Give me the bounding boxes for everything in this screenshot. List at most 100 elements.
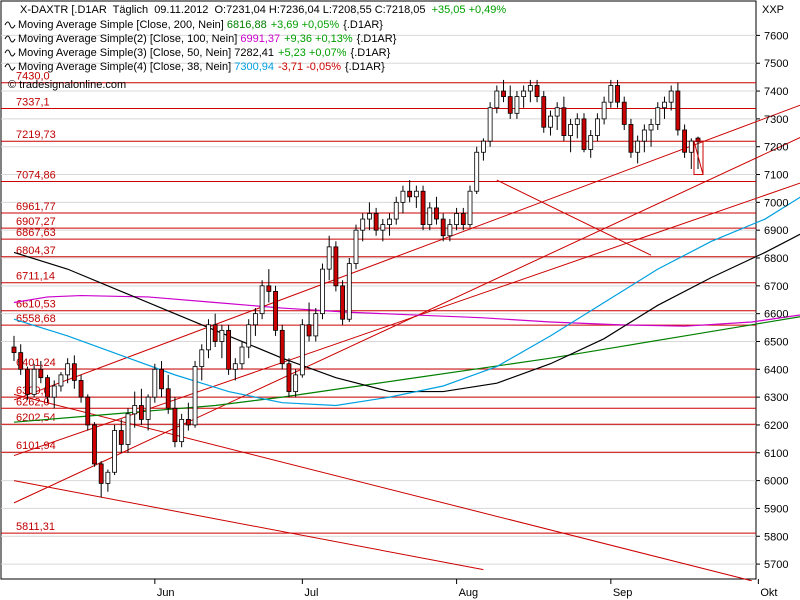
candle-body xyxy=(662,101,667,109)
x-tick-label: Sep xyxy=(613,587,633,599)
candle xyxy=(447,219,453,242)
trend-channel-lines xyxy=(13,104,800,582)
y-tick-label: 7000 xyxy=(764,197,788,209)
period: Täglich xyxy=(113,4,148,16)
candle-body xyxy=(541,96,547,128)
candle xyxy=(474,146,480,194)
candle xyxy=(18,344,24,375)
candle xyxy=(420,185,426,231)
candle xyxy=(688,138,694,169)
y-tick-label: 6800 xyxy=(764,253,788,265)
candle-body xyxy=(226,329,232,370)
level-label: 6558,68 xyxy=(16,313,56,325)
candle xyxy=(159,360,164,398)
channel-line xyxy=(496,179,652,256)
candle-body xyxy=(299,324,305,376)
candle-body xyxy=(420,190,426,226)
candle xyxy=(541,91,547,133)
candle-body xyxy=(31,368,37,395)
candle xyxy=(51,380,57,409)
legend-entry: Moving Average Simple(2) [Close, 100, Ne… xyxy=(4,33,397,45)
candle xyxy=(480,138,486,161)
candle xyxy=(662,96,667,119)
candle-body xyxy=(165,388,171,409)
candle-body xyxy=(695,137,701,143)
channel-line xyxy=(13,480,484,571)
y-tick-label: 7300 xyxy=(764,114,788,126)
y-tick-label: 6700 xyxy=(764,281,788,293)
candle-body xyxy=(232,363,238,370)
candle-body xyxy=(393,201,399,220)
level-label: 6401,24 xyxy=(16,357,56,369)
candle-body xyxy=(487,107,493,142)
candle xyxy=(608,79,614,108)
candle xyxy=(548,110,553,136)
candle-body xyxy=(326,246,332,270)
candle xyxy=(165,374,171,414)
candle-body xyxy=(568,124,574,136)
watermark: © tradesignalonline.com xyxy=(8,79,126,91)
candle-body xyxy=(641,129,647,142)
legend-entry: Moving Average Simple [Close, 200, Nein]… xyxy=(4,19,383,31)
candle-body xyxy=(474,151,480,192)
y-tick-label: 5800 xyxy=(764,531,788,543)
candle xyxy=(601,96,607,125)
candle xyxy=(58,372,64,392)
level-label: 5811,31 xyxy=(16,521,55,533)
candle-body xyxy=(192,366,198,426)
candle xyxy=(293,369,299,398)
candle-body xyxy=(279,329,285,365)
candle xyxy=(333,241,339,292)
candle xyxy=(259,280,265,320)
candle-body xyxy=(635,140,641,153)
candle xyxy=(621,96,627,130)
candle-body xyxy=(112,430,117,473)
candle xyxy=(521,85,527,108)
candle xyxy=(299,319,305,378)
channel-line xyxy=(13,137,800,504)
candle-body xyxy=(320,268,325,315)
candle-body xyxy=(668,90,674,103)
legend-entry: Moving Average Simple(4) [Close, 38, Nei… xyxy=(4,61,385,73)
candle xyxy=(682,124,688,158)
candle xyxy=(125,408,131,453)
candle xyxy=(219,324,225,359)
ma-line-4 xyxy=(13,196,800,407)
level-label: 7074,86 xyxy=(16,170,56,182)
candle xyxy=(45,374,50,403)
candle-body xyxy=(246,324,252,348)
candle-body xyxy=(58,374,64,387)
candle-body xyxy=(400,190,406,203)
wave-icon xyxy=(4,35,16,43)
ma-line-2 xyxy=(13,294,800,327)
candle-body xyxy=(132,405,138,415)
candle xyxy=(346,258,352,322)
candle xyxy=(172,397,178,448)
candle xyxy=(232,358,238,381)
candle xyxy=(407,180,413,203)
candle-body xyxy=(293,374,299,392)
candle xyxy=(31,363,37,398)
horizontal-levels: 7430,0 7337,1 7219,73 7074,86 6961,77 6907,27… xyxy=(1,71,756,534)
candle-body xyxy=(105,471,111,484)
candle-body xyxy=(387,218,392,226)
level-label: 6804,37 xyxy=(16,245,56,257)
candle xyxy=(138,388,144,425)
candle-body xyxy=(366,213,372,220)
candle xyxy=(574,113,580,139)
legend-change: -3,71 -0,05% xyxy=(278,61,341,73)
candle-body xyxy=(527,85,533,92)
candle-body xyxy=(212,324,218,342)
candle-body xyxy=(628,124,634,153)
candle-body xyxy=(313,313,319,337)
candle xyxy=(373,207,379,236)
candle xyxy=(118,419,124,453)
candle-body xyxy=(615,85,620,103)
candle xyxy=(615,79,620,108)
candle xyxy=(266,269,272,303)
candle-body xyxy=(501,90,506,98)
candle-body xyxy=(38,368,44,379)
legend: X-DAXTR [.D1AR Täglich 09.11.2012 O:7231… xyxy=(4,4,784,91)
candle-body xyxy=(51,385,57,398)
y-tick-label: 6600 xyxy=(764,309,788,321)
